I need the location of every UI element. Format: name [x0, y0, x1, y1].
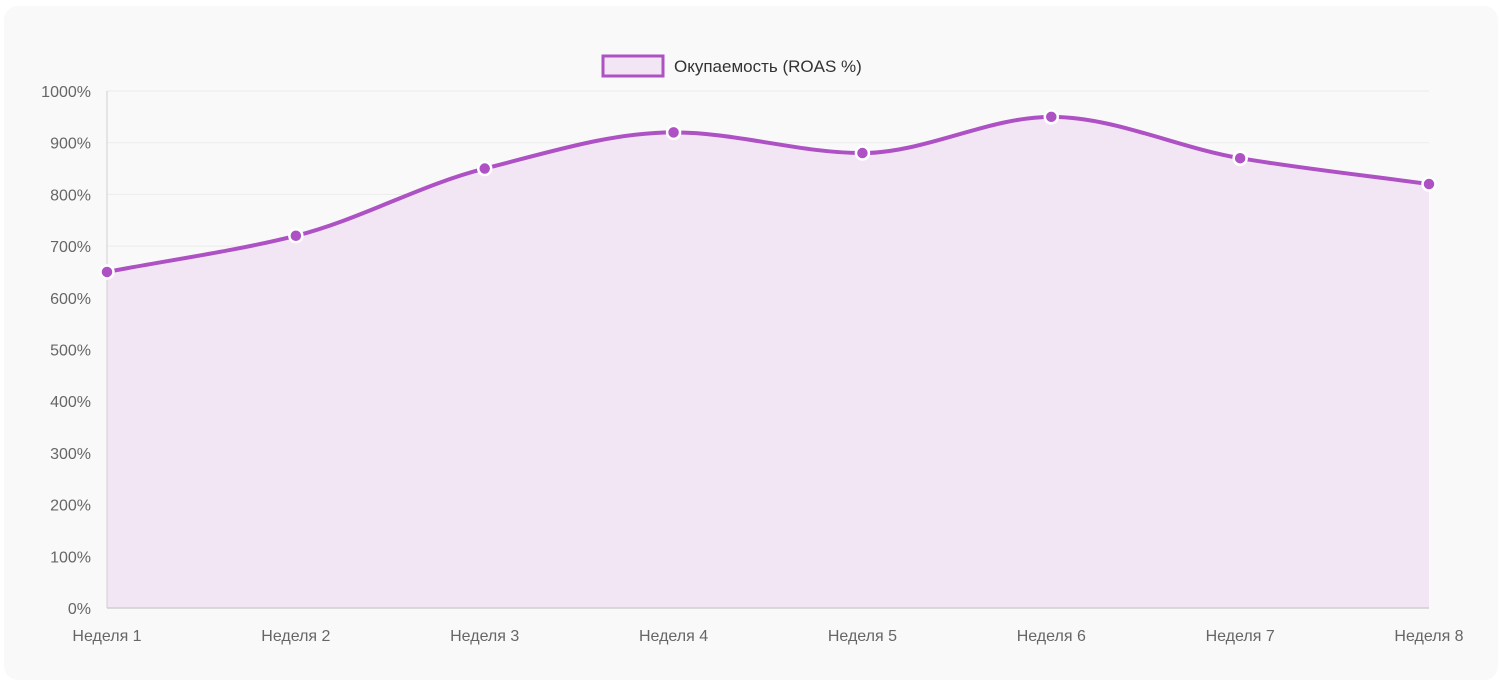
legend[interactable]: Окупаемость (ROAS %) [601, 54, 862, 78]
data-point[interactable] [854, 145, 871, 161]
x-tick-label: Неделя 1 [72, 628, 141, 645]
data-point[interactable] [665, 124, 682, 141]
y-tick-label: 700% [50, 239, 91, 256]
x-tick-label: Неделя 6 [1017, 628, 1086, 645]
data-point[interactable] [99, 264, 115, 280]
series-line [106, 114, 1430, 274]
x-tick-label: Неделя 5 [828, 628, 897, 645]
data-point[interactable] [1232, 150, 1248, 166]
x-tick-label: Неделя 8 [1394, 628, 1463, 645]
y-tick-label: 900% [50, 136, 91, 153]
area-fill [107, 116, 1429, 608]
legend-swatch[interactable] [601, 54, 665, 78]
x-tick-label: Неделя 3 [450, 628, 519, 645]
y-tick-label: 400% [50, 394, 91, 411]
data-point[interactable] [1421, 176, 1437, 192]
y-tick-label: 0% [68, 601, 91, 618]
data-point[interactable] [1043, 109, 1060, 125]
y-tick-label: 200% [50, 498, 91, 515]
data-point[interactable] [476, 160, 493, 177]
x-tick-label: Неделя 2 [261, 628, 330, 645]
x-axis-labels: Неделя 1 Неделя 2 Неделя 3 Неделя 4 Неделя 5… [72, 628, 1463, 645]
y-tick-label: 800% [50, 187, 91, 204]
y-tick-label: 300% [50, 446, 91, 463]
x-tick-label: Неделя 7 [1206, 628, 1275, 645]
data-point[interactable] [288, 228, 304, 244]
y-tick-label: 500% [50, 343, 91, 360]
x-tick-label: Неделя 4 [639, 628, 708, 645]
y-tick-label: 100% [50, 549, 91, 566]
data-points [99, 109, 1437, 280]
y-tick-label: 1000% [41, 84, 91, 101]
legend-label[interactable]: Окупаемость (ROAS %) [674, 57, 862, 76]
y-tick-label: 600% [50, 291, 91, 308]
y-axis-labels: 0% 100% 200% 300% 400% 500% 600% 700% 800% 900% 10… [41, 84, 91, 618]
